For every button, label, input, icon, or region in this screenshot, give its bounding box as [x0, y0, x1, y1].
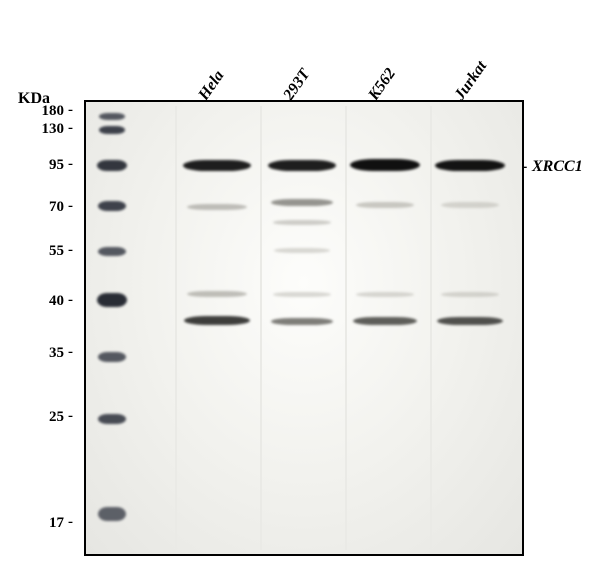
mw-marker-label: 55	[24, 243, 64, 260]
mw-marker-label: 95	[24, 157, 64, 174]
lane-separator	[430, 106, 432, 550]
lane-label: Hela	[195, 67, 228, 104]
gel-band	[98, 414, 126, 424]
gel-band	[271, 318, 333, 325]
gel-band	[99, 113, 125, 120]
western-blot-figure: KDa 180-130-95-70-55-40-35-25-17- Hela29…	[0, 0, 600, 581]
gel-image	[84, 100, 524, 556]
gel-band	[271, 199, 333, 206]
gel-band	[441, 292, 499, 297]
gel-band	[97, 160, 127, 171]
protein-label: XRCC1	[532, 158, 583, 176]
mw-marker-dash: -	[68, 156, 73, 173]
gel-band	[441, 202, 499, 208]
gel-band	[268, 160, 336, 171]
gel-band	[98, 352, 126, 362]
gel-band	[356, 292, 414, 297]
protein-dash: -	[522, 158, 527, 176]
gel-band	[274, 248, 330, 253]
lane-separator	[260, 106, 262, 550]
gel-band	[353, 317, 417, 325]
mw-marker-dash: -	[68, 514, 73, 531]
mw-marker-dash: -	[68, 344, 73, 361]
gel-band	[98, 507, 126, 521]
mw-marker-label: 25	[24, 409, 64, 426]
gel-band	[97, 293, 127, 307]
gel-band	[183, 160, 251, 171]
mw-marker-dash: -	[68, 292, 73, 309]
gel-band	[187, 204, 247, 210]
lane-label: 293T	[280, 66, 314, 104]
gel-band	[435, 160, 505, 171]
mw-marker-label: 130	[24, 121, 64, 138]
mw-marker-dash: -	[68, 120, 73, 137]
mw-marker-label: 70	[24, 199, 64, 216]
mw-marker-label: 180	[24, 103, 64, 120]
lane-label: Jurkat	[451, 58, 491, 104]
mw-marker-dash: -	[68, 198, 73, 215]
gel-band	[437, 317, 503, 325]
gel-band	[273, 220, 331, 225]
gel-band	[98, 201, 126, 211]
lane-separator	[175, 106, 177, 550]
lane-separator	[345, 106, 347, 550]
gel-band	[350, 159, 420, 171]
mw-marker-dash: -	[68, 242, 73, 259]
mw-marker-label: 17	[24, 515, 64, 532]
gel-band	[98, 247, 126, 256]
gel-band	[273, 292, 331, 297]
mw-marker-label: 35	[24, 345, 64, 362]
gel-band	[356, 202, 414, 208]
mw-marker-dash: -	[68, 408, 73, 425]
mw-marker-label: 40	[24, 293, 64, 310]
gel-band	[187, 291, 247, 297]
gel-band	[99, 126, 125, 134]
gel-band	[184, 316, 250, 325]
mw-marker-dash: -	[68, 102, 73, 119]
lane-label: K562	[365, 65, 400, 104]
